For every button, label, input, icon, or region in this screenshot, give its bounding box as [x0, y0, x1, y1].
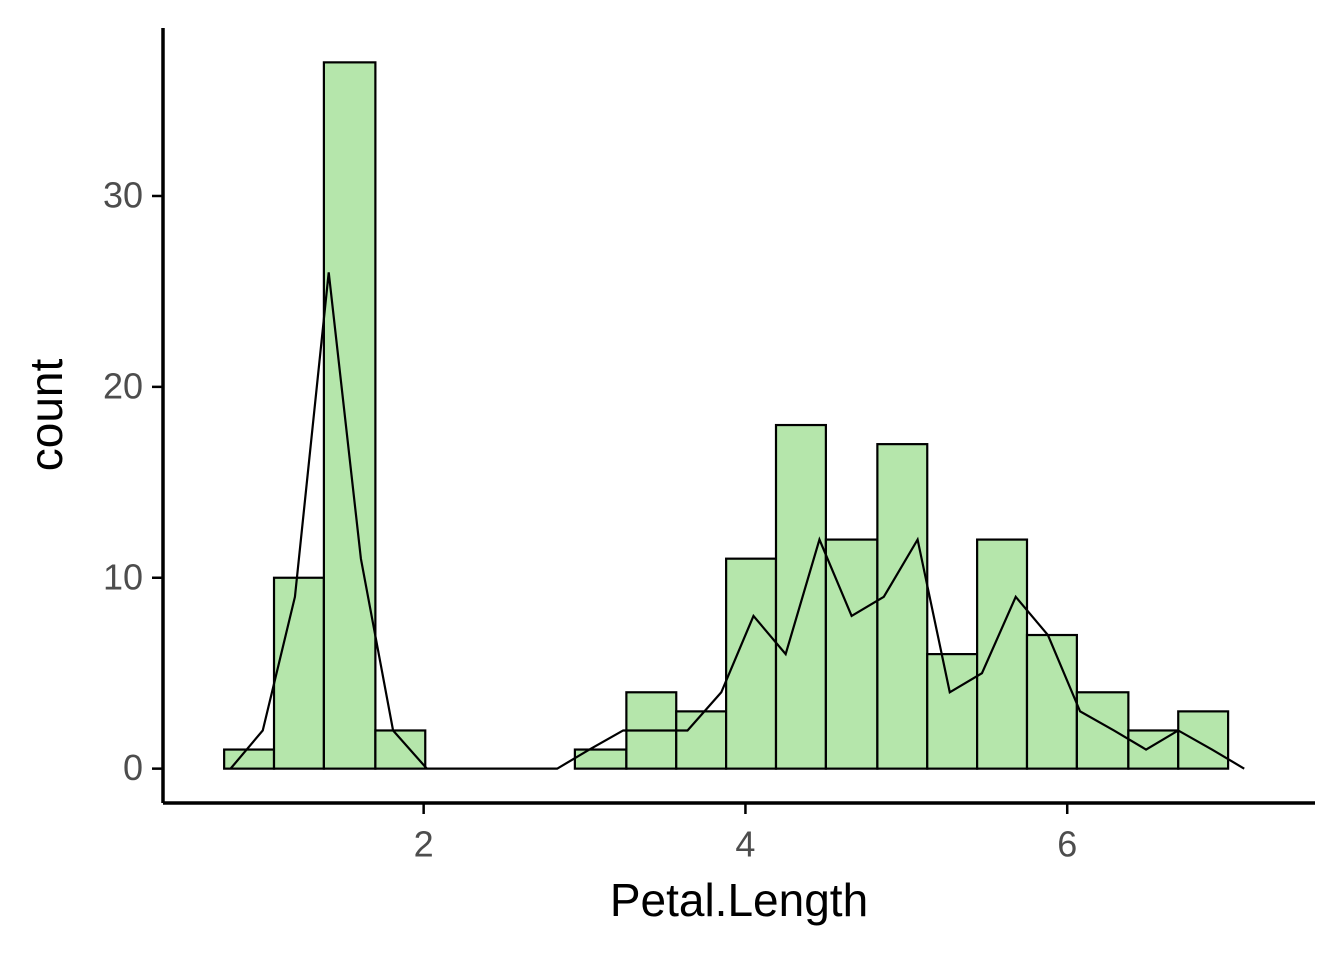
x-tick-label: 6 — [1057, 824, 1077, 865]
y-tick-label: 30 — [103, 174, 143, 215]
bar — [675, 710, 728, 770]
bar — [876, 443, 929, 770]
bar — [374, 729, 427, 770]
x-tick-label: 2 — [414, 824, 434, 865]
bar — [272, 576, 325, 770]
bar — [1025, 633, 1078, 770]
y-tick-label: 10 — [103, 556, 143, 597]
y-tick-label: 20 — [103, 365, 143, 406]
bar — [926, 653, 979, 770]
bar — [1177, 710, 1230, 770]
x-tick-label: 4 — [735, 824, 755, 865]
bar — [1075, 691, 1130, 770]
frequency-line — [229, 272, 1245, 770]
x-axis-title: Petal.Length — [610, 874, 868, 926]
bar — [1127, 729, 1180, 770]
bar — [322, 61, 377, 770]
bar — [976, 538, 1029, 770]
y-tick-label: 0 — [123, 747, 143, 788]
bar — [774, 423, 827, 770]
y-axis-title: count — [20, 359, 72, 472]
